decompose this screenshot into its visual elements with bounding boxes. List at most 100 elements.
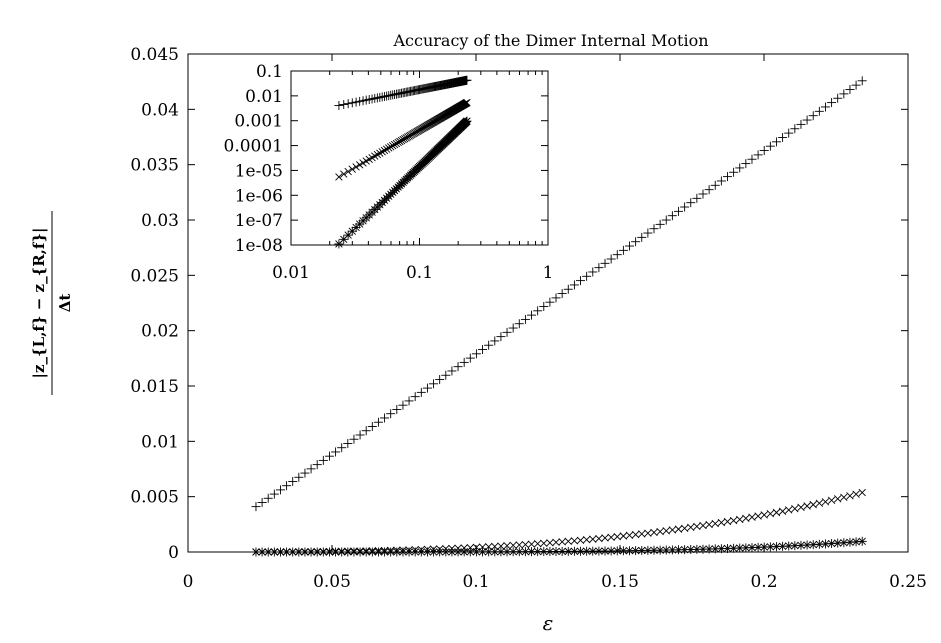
series-1-point	[312, 460, 322, 470]
series-1-point	[637, 232, 647, 242]
series-1-point	[318, 455, 328, 465]
series-2-point	[552, 538, 560, 547]
y-tick-label: 0	[168, 543, 179, 563]
series-2-point	[827, 496, 836, 505]
series-2-point	[729, 516, 738, 525]
series-3-point	[594, 546, 604, 556]
series-1-point	[839, 89, 849, 99]
series-1-point	[459, 357, 469, 367]
series-2-point	[858, 488, 866, 497]
series-1-point	[263, 493, 273, 503]
series-1-point	[661, 215, 671, 225]
series-1-point	[471, 349, 481, 359]
series-2-point	[834, 495, 842, 503]
series-2-point	[797, 503, 805, 512]
series-1-point	[655, 219, 665, 229]
series-3-point	[508, 547, 518, 557]
series-3-point	[312, 547, 322, 557]
series-1-point	[582, 271, 592, 281]
inset-y-tick-label: 0.1	[256, 62, 283, 82]
series-1-point	[557, 289, 567, 299]
series-2-point	[613, 532, 621, 541]
series-1-point	[741, 159, 751, 169]
series-1-point	[527, 310, 537, 320]
series-1-point	[753, 150, 763, 160]
series-1-point	[324, 451, 334, 461]
series-1-point	[429, 379, 439, 389]
series-3-point	[343, 547, 353, 557]
series-1-point	[704, 185, 714, 195]
series-2-point	[589, 535, 597, 543]
series-2-point	[840, 493, 848, 502]
series-1-point	[502, 327, 512, 337]
series-3-point	[520, 547, 530, 557]
series-2-point	[791, 504, 799, 513]
inset-y-tick-label: 0.001	[234, 112, 283, 132]
series-1-point	[447, 366, 457, 376]
series-1-point	[631, 237, 641, 247]
series-2-point	[748, 513, 756, 521]
series-1-point	[410, 392, 420, 402]
x-tick-label: 0.15	[601, 572, 639, 592]
series-3-point	[704, 544, 714, 554]
series-1-point	[778, 132, 788, 142]
series-1-point	[355, 430, 365, 440]
series-1-point	[796, 119, 806, 129]
series-3-point	[318, 547, 328, 557]
series-3-point	[716, 544, 726, 554]
series-2-point	[497, 542, 505, 550]
inset-series-2-point	[463, 98, 471, 107]
series-1-point	[771, 137, 781, 147]
x-tick-label: 0.1	[462, 572, 489, 592]
series-3-point	[686, 545, 696, 555]
series-3-point	[373, 547, 383, 557]
inset-series-2-point	[394, 138, 402, 147]
series-1-point	[422, 383, 432, 393]
inset-series-3-point	[334, 239, 344, 249]
series-2-point	[540, 539, 548, 547]
series-1-point	[808, 111, 818, 121]
series-1-point	[545, 297, 555, 307]
series-2-point	[717, 518, 726, 527]
series-1-point	[680, 202, 690, 212]
inset-axis-ticks: 0.01 0.1 1 1e-08 1e-07 1e-06 1e-05 0.0001 0.001 0…	[224, 62, 554, 283]
series-1-point	[373, 417, 383, 427]
series-2-point	[662, 527, 670, 535]
inset-series-2-point	[352, 163, 360, 171]
series-3-point	[698, 544, 708, 554]
inset-series-1-point	[339, 100, 349, 110]
series-2-point	[509, 541, 517, 550]
y-axis-label-denominator: Δt	[56, 294, 74, 313]
series-1-point	[257, 497, 267, 507]
series-3-point	[729, 543, 739, 553]
series-3-point	[282, 547, 292, 557]
series-1-point	[331, 447, 341, 457]
series-1-point	[251, 502, 261, 512]
series-1-point	[465, 353, 475, 363]
series-1-point	[643, 228, 653, 238]
series-3-point	[263, 547, 273, 557]
series-2-point	[576, 536, 585, 544]
series-1-point	[827, 98, 837, 108]
x-tick-label: 0.25	[889, 572, 927, 592]
series-2-point	[607, 533, 615, 542]
series-3-point	[551, 546, 561, 556]
series-1-point	[275, 485, 285, 495]
y-tick-label: 0.02	[141, 322, 179, 342]
series-2-point	[815, 499, 824, 507]
series-2-point	[650, 528, 658, 537]
series-2-point	[680, 524, 689, 532]
series-2-point	[803, 502, 811, 510]
series-3-point	[257, 547, 267, 557]
series-1-point	[747, 154, 757, 164]
inset-background	[291, 71, 548, 245]
y-tick-label: 0.015	[130, 377, 179, 397]
inset-series-1-point	[351, 97, 361, 107]
series-1-point	[416, 387, 426, 397]
series-1-point	[618, 245, 628, 255]
y-tick-label: 0.04	[141, 100, 179, 120]
series-2-point	[625, 531, 634, 540]
series-1-point	[392, 404, 402, 414]
series-2-point	[491, 542, 499, 551]
